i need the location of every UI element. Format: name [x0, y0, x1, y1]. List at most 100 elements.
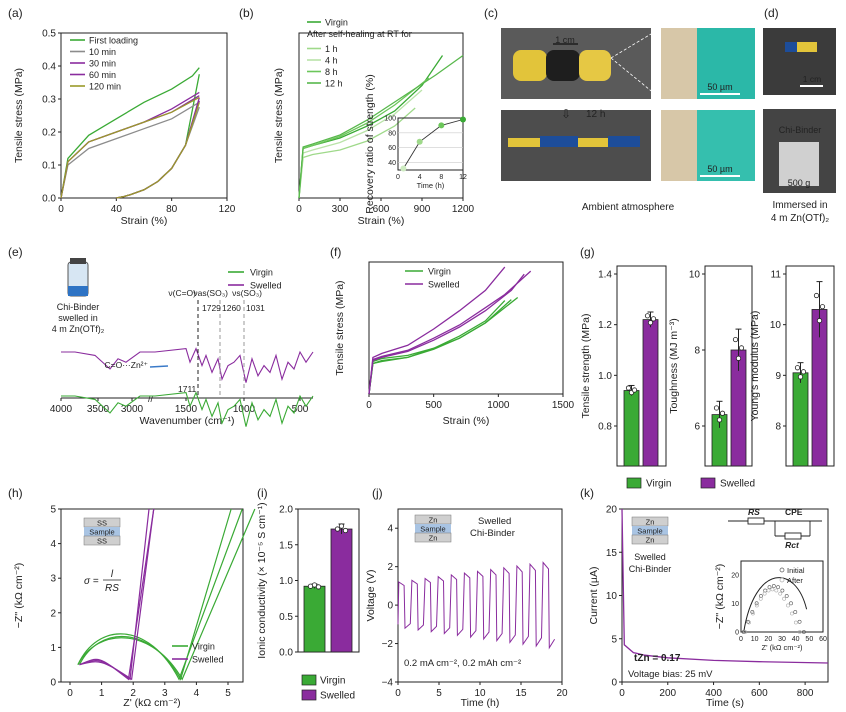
e-axis-break: // [148, 394, 154, 404]
k-inset-x-tick: 30 [778, 636, 786, 643]
k-title-2: Chi-Binder [629, 564, 672, 574]
g-data-point [650, 316, 657, 322]
a-y-tick-label: 0.1 [42, 161, 56, 172]
a-series-loading-0 [60, 67, 200, 199]
f-x-tick-label: 1500 [552, 400, 575, 411]
b-legend-title: After self-healing at RT for [307, 29, 412, 39]
k-inset-x-tick: 50 [805, 636, 813, 643]
j-title-2: Chi-Binder [470, 528, 515, 539]
e-vial-text: 4 m Zn(OTf)₂ [52, 324, 105, 334]
k-inset-point-after [747, 620, 751, 625]
h-y-tick-label: 2 [50, 608, 56, 619]
f-legend-label: Virgin [428, 267, 451, 277]
g-data-point [631, 387, 638, 393]
k-inset-legend-label: Initial [787, 566, 805, 575]
e-vial-text: Chi-Binder [57, 302, 100, 312]
h-x-tick-label: 4 [194, 688, 200, 699]
k-inset-legend-marker [779, 567, 785, 573]
h-x-tick-label: 0 [67, 688, 73, 699]
h-series-swelled-2 [79, 508, 155, 681]
b-x-axis-label: Strain (%) [358, 215, 405, 227]
g-y-axis-label-0: Tensile strength (MPa) [580, 313, 592, 418]
h-stack-label: SS [97, 519, 107, 528]
e-peak-as: νas(SO₃) [193, 288, 228, 298]
j-stack-label: Zn [429, 516, 438, 525]
b-x-tick-label: 300 [332, 204, 349, 215]
c-arrow-icon: ⇩ [561, 107, 571, 121]
k-inset-y-tick: 20 [731, 573, 739, 580]
g-legend-label: Virgin [646, 479, 671, 490]
e-shift-value: 1711 [178, 384, 197, 394]
k-inset-point-initial [767, 585, 772, 590]
k-inset-point-initial [789, 601, 793, 606]
h-stack-sample [84, 527, 120, 536]
h-x-tick-label: 3 [162, 688, 168, 699]
b-legend-label: Virgin [325, 18, 348, 28]
d-gel-blue [785, 42, 797, 52]
k-inset-point-after [754, 603, 759, 608]
g-data-point [713, 405, 720, 411]
g-data-point [797, 374, 804, 380]
k-y-tick-label: 20 [606, 505, 618, 516]
j-stack-sample [415, 524, 451, 533]
b-y-axis-label: Tensile stress (MPa) [273, 68, 285, 163]
h-formula-lhs: σ = [84, 576, 99, 587]
e-x-tick-label: 3000 [121, 404, 144, 415]
b-series-4 [298, 54, 464, 199]
k-tzn-label: tZn = 0.17 [634, 653, 681, 664]
d-weight-label: 500 g [788, 178, 811, 188]
k-inset-point-initial [759, 594, 763, 598]
d-caption-1: Immersed in [772, 200, 827, 211]
a-x-axis-label: Strain (%) [121, 215, 168, 227]
j-voltage-trace [397, 561, 556, 650]
j-y-tick-label: 2 [387, 562, 393, 573]
b-inset-line [403, 119, 464, 169]
panel-label-d: (d) [764, 6, 779, 20]
j-title-1: Swelled [478, 516, 511, 527]
g-bar-0-0 [623, 390, 640, 467]
g-y-tick-label: 8 [694, 346, 700, 357]
e-peak-s: νs(SO₃) [232, 288, 262, 298]
axes-h [60, 508, 244, 683]
e-spectrum-swelled [61, 347, 314, 383]
b-x-tick-label: 900 [414, 204, 431, 215]
b-inset-x-label: Time (h) [417, 181, 445, 190]
k-stack-label: Zn [646, 536, 655, 545]
b-legend-label: 4 h [325, 56, 338, 66]
k-stack-label: Zn [646, 518, 655, 527]
a-y-tick-label: 0.0 [42, 194, 56, 205]
b-inset-frame [397, 117, 464, 171]
c-gel-yellow [513, 50, 547, 81]
b-inset-point [460, 116, 466, 123]
e-x-tick-label: 1500 [175, 404, 198, 415]
c-time-label: 12 h [586, 109, 605, 120]
h-y-tick-label: 3 [50, 574, 56, 585]
panel-label-a: (a) [8, 6, 23, 20]
i-y-tick-label: 2.0 [279, 505, 293, 516]
k-inset-point-after [778, 591, 783, 596]
g-legend-swatch-virgin [626, 477, 642, 489]
k-inset-frame [740, 560, 824, 633]
f-x-tick-label: 0 [366, 400, 372, 411]
g-data-point [800, 369, 807, 375]
k-inset-x-tick: 60 [819, 636, 827, 643]
k-inset-point-initial [784, 594, 789, 598]
g-data-point [816, 318, 823, 324]
i-legend-label: Virgin [320, 676, 345, 687]
k-inset-x-tick: 10 [751, 636, 759, 643]
j-x-tick-label: 15 [515, 688, 527, 699]
i-data-point [315, 584, 322, 590]
k-circuit-rct-label: Rct [785, 540, 800, 550]
b-inset-y-tick: 60 [388, 145, 396, 152]
k-circuit-cpe-label: CPE [785, 507, 803, 517]
e-shift-label: C=O···Zn²⁺ [105, 360, 149, 370]
d-binder-label: Chi-Binder [779, 125, 822, 135]
h-x-tick-label: 5 [225, 688, 231, 699]
j-x-tick-label: 5 [436, 688, 442, 699]
g-axes-0 [616, 265, 667, 467]
a-series-unloading-1 [116, 106, 200, 199]
c-micrograph-top-teal [697, 28, 755, 99]
g-y-tick-label: 8 [775, 422, 781, 433]
c-scale-label-3: 50 µm [707, 164, 732, 174]
k-inset-point-after [751, 611, 755, 616]
